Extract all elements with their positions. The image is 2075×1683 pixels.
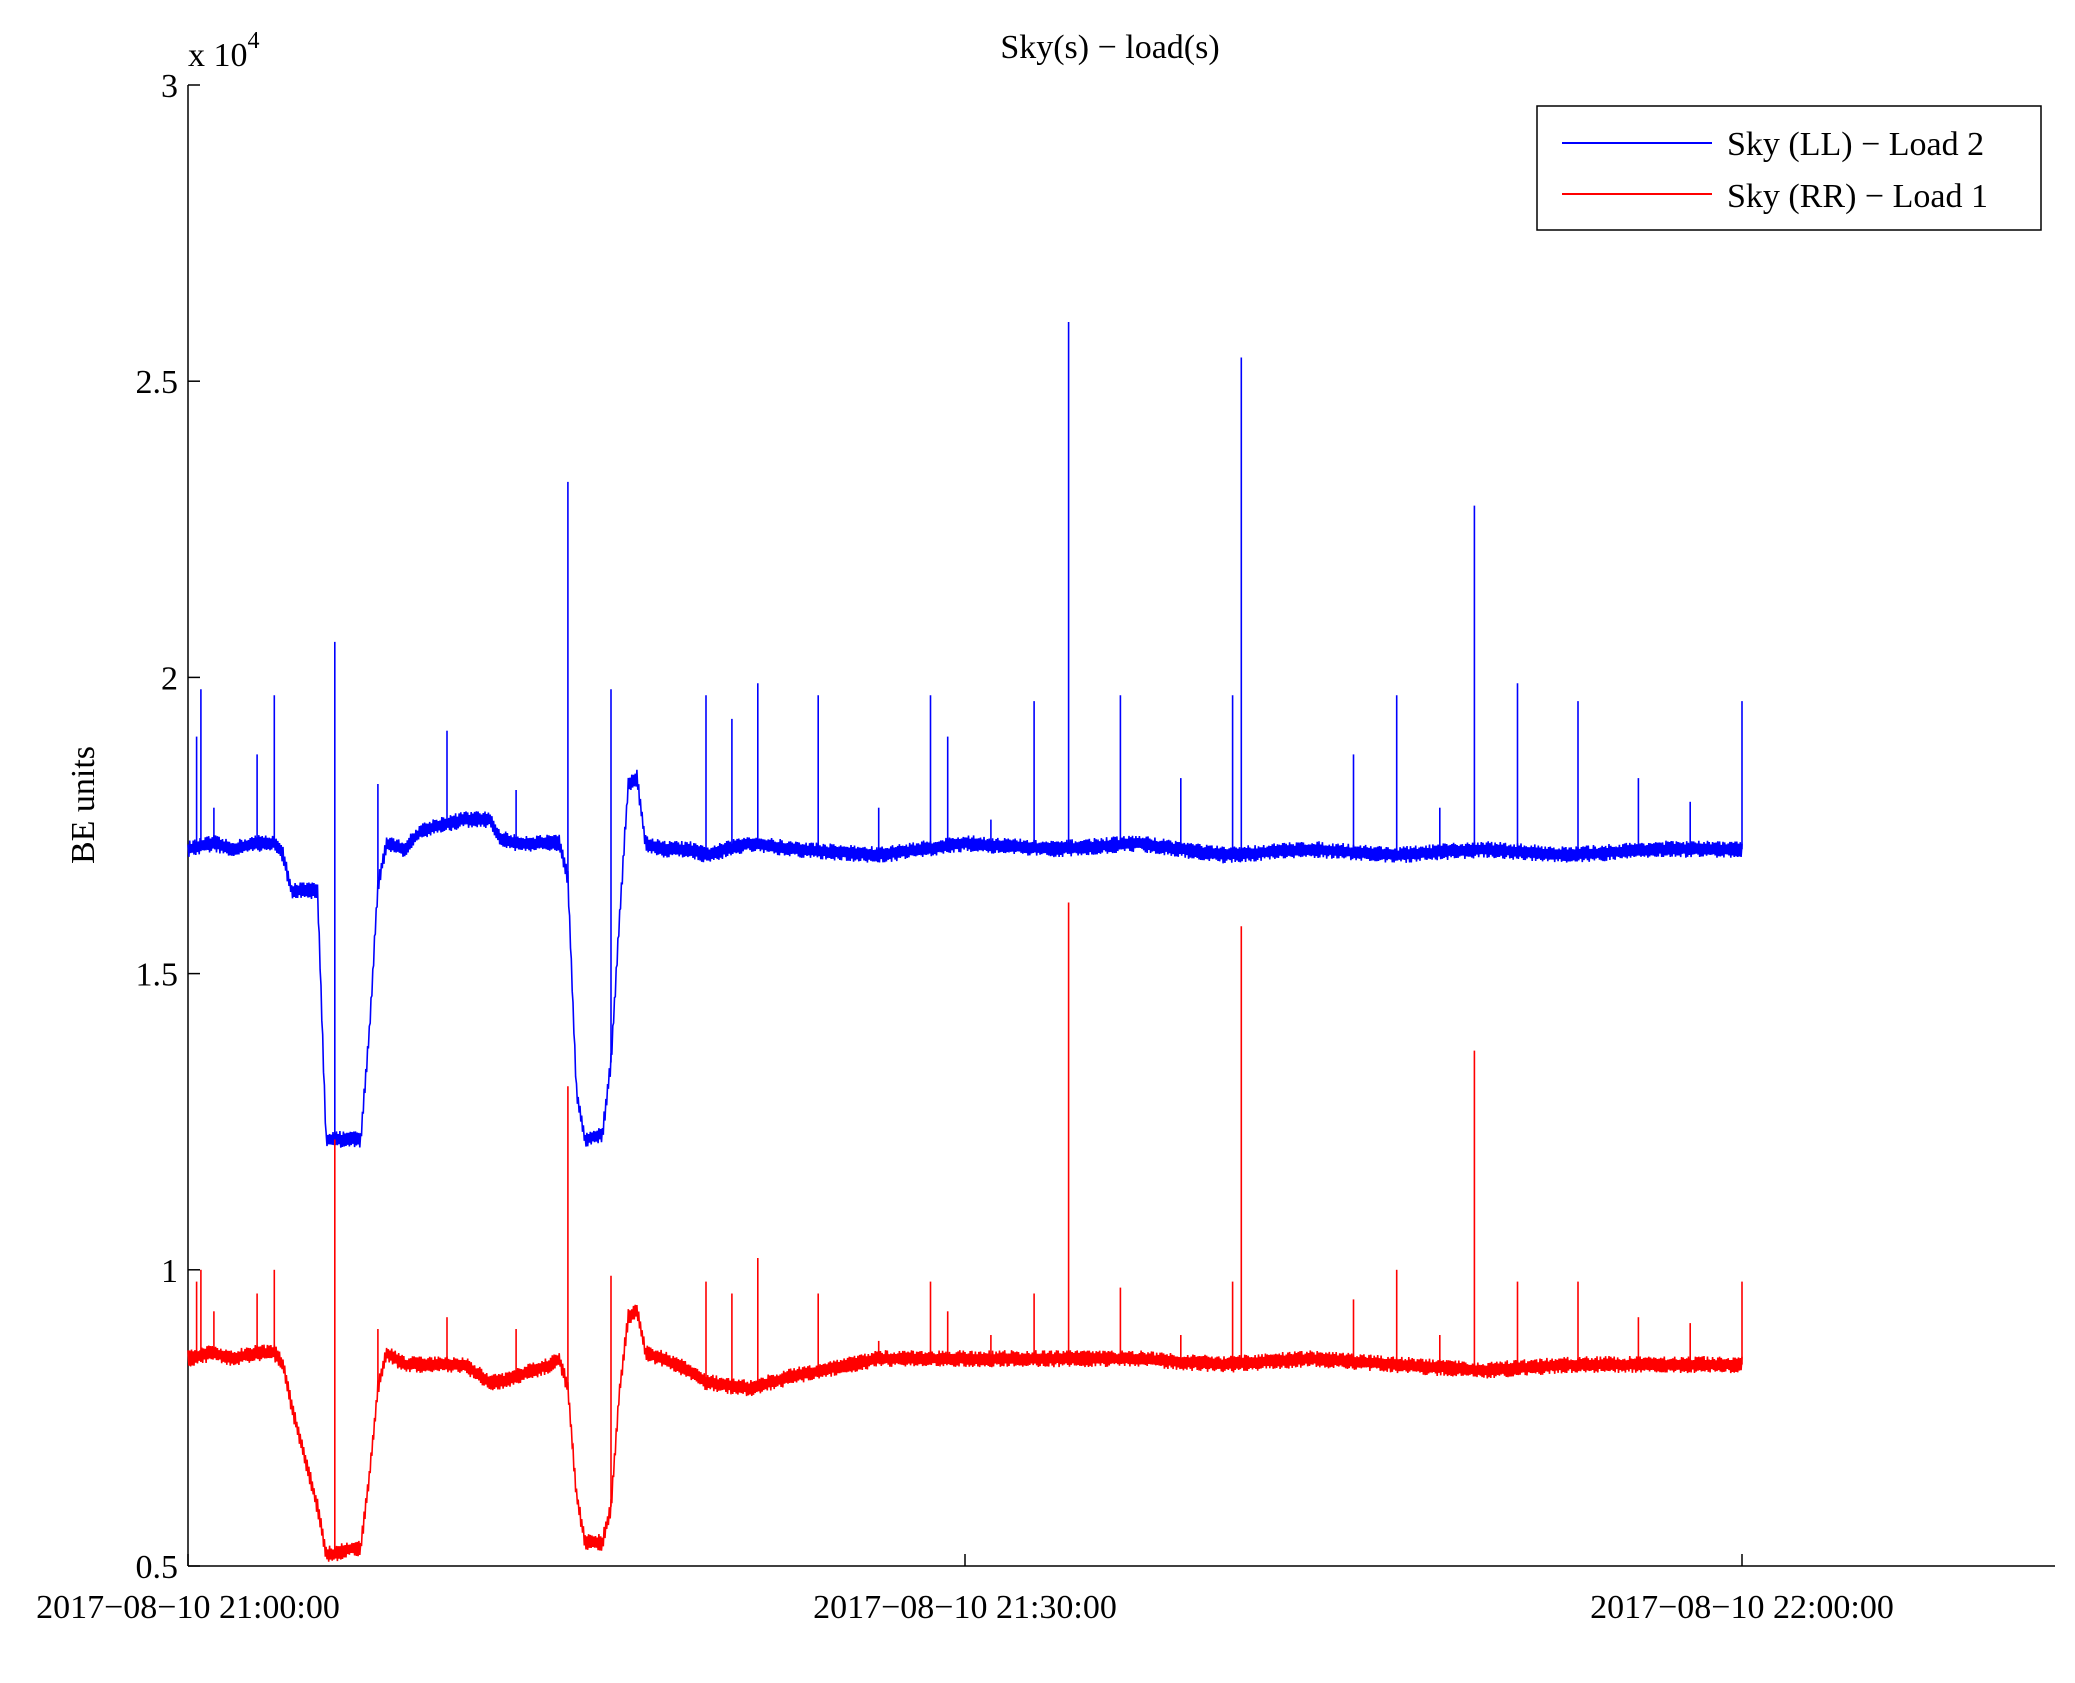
legend: Sky (LL) − Load 2 Sky (RR) − Load 1 bbox=[1536, 105, 2042, 231]
y-axis-label: BE units bbox=[65, 746, 102, 864]
x-tick-label: 2017−08−10 22:00:00 bbox=[1590, 1589, 1894, 1626]
legend-box bbox=[1536, 105, 2042, 231]
legend-label-rr: Sky (RR) − Load 1 bbox=[1727, 178, 1988, 215]
series-line-0 bbox=[187, 769, 1743, 1148]
y-ticks: 0.5 1 1.5 2 2.5 3 bbox=[136, 68, 200, 1586]
y-tick-label: 1 bbox=[161, 1253, 178, 1290]
chart-title: Sky(s) − load(s) bbox=[1000, 29, 1219, 66]
x-tick-label: 2017−08−10 21:30:00 bbox=[813, 1589, 1117, 1626]
y-tick-label: 3 bbox=[161, 68, 178, 105]
y-tick-label: 2 bbox=[161, 660, 178, 697]
x-ticks: 2017−08−10 21:00:00 2017−08−10 21:30:00 20… bbox=[36, 1554, 1894, 1626]
y-tick-label: 1.5 bbox=[136, 957, 179, 994]
legend-label-ll: Sky (LL) − Load 2 bbox=[1727, 126, 1984, 163]
y-multiplier-label: x 104 bbox=[188, 28, 260, 74]
y-tick-label: 2.5 bbox=[136, 364, 179, 401]
series-line-1 bbox=[187, 1304, 1743, 1562]
y-multiplier-exponent: 4 bbox=[248, 28, 260, 54]
y-multiplier-text: x 10 bbox=[188, 37, 248, 74]
y-tick-label: 0.5 bbox=[136, 1549, 179, 1586]
x-tick-label: 2017−08−10 21:00:00 bbox=[36, 1589, 340, 1626]
series-layer bbox=[187, 322, 1743, 1562]
